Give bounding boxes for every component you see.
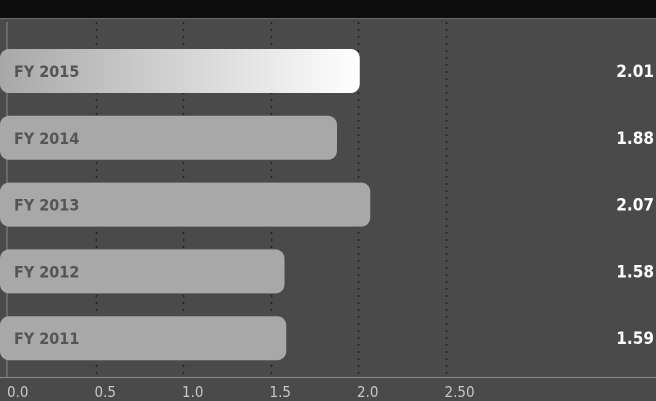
category-label-4: FY 2011 — [14, 329, 79, 348]
x-tick-label-4: 2.0 — [357, 383, 378, 401]
value-label-0: 2.01 — [616, 62, 654, 82]
bars: FY 2015 2.01 FY 2014 1.88 FY 2013 2.07 FY 2012… — [0, 49, 654, 361]
x-tick-label-3: 1.5 — [270, 383, 291, 401]
bar-4 — [0, 316, 287, 361]
value-label-4: 1.59 — [616, 329, 654, 349]
x-tick-label-5: 2.50 — [445, 383, 475, 401]
category-label-0: FY 2015 — [14, 62, 79, 81]
value-label-1: 1.88 — [616, 129, 654, 149]
x-tick-label-0: 0.0 — [7, 383, 28, 401]
value-label-2: 2.07 — [616, 196, 654, 216]
top-divider — [0, 18, 656, 19]
bar-0 — [0, 49, 360, 93]
bar-1 — [0, 115, 337, 160]
x-axis: 0.0 0.5 1.0 1.5 2.0 2.50 — [0, 377, 656, 401]
x-tick-label-1: 0.5 — [95, 383, 116, 401]
bar-2 — [0, 182, 371, 227]
x-tick-label-2: 1.0 — [182, 383, 203, 401]
category-label-3: FY 2012 — [14, 262, 79, 281]
bar-3 — [0, 249, 285, 294]
category-label-1: FY 2014 — [14, 129, 79, 148]
value-label-3: 1.58 — [616, 262, 654, 282]
top-bar — [0, 0, 656, 18]
category-label-2: FY 2013 — [14, 196, 79, 215]
